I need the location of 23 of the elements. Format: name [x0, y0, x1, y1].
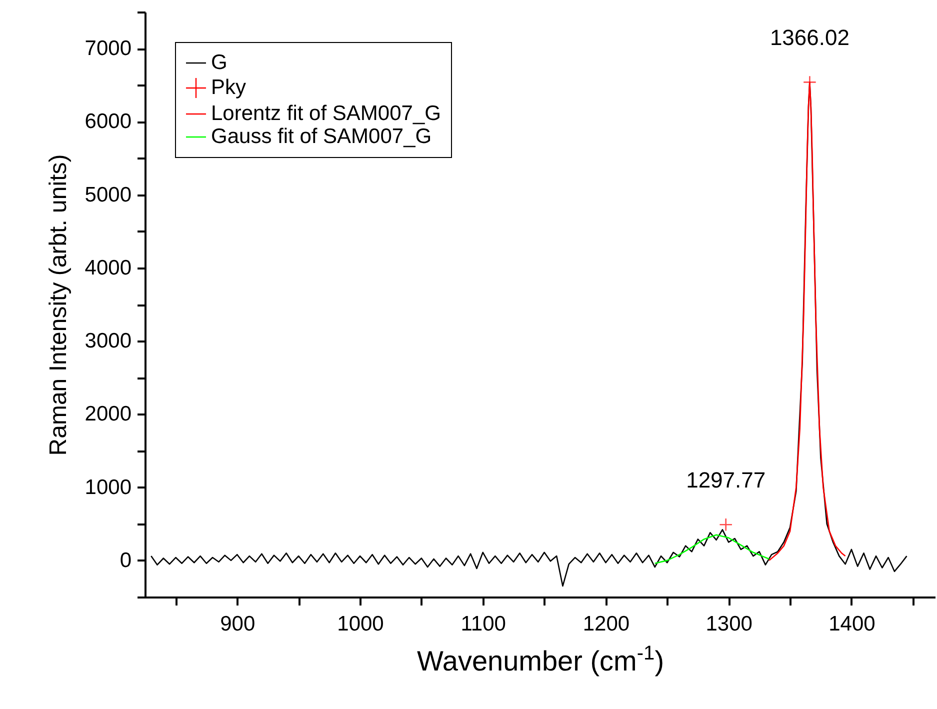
annotation: 1366.02	[770, 25, 850, 50]
y-tick-label: 0	[120, 548, 132, 572]
legend-label: Gauss fit of SAM007_G	[211, 125, 432, 148]
y-tick-label: 2000	[84, 402, 132, 426]
y-axis-title: Raman Intensity (arbt. units)	[44, 154, 72, 456]
legend-label: Pky	[211, 76, 247, 99]
y-tick-label: 6000	[84, 110, 132, 134]
legend-label: Lorentz fit of SAM007_G	[211, 102, 441, 125]
x-tick-label: 1400	[828, 612, 876, 636]
y-tick-label: 1000	[84, 476, 132, 499]
y-tick-label: 7000	[84, 37, 132, 60]
x-tick-label: 1000	[337, 612, 384, 636]
annotation: 1297.77	[686, 468, 766, 493]
x-tick-label: 1100	[460, 612, 506, 636]
line-series	[654, 534, 770, 564]
x-axis-title: Wavenumber (cm$^{-1}$)	[416, 642, 664, 676]
legend-label: G	[211, 51, 228, 74]
x-tick-label: 900	[220, 612, 256, 636]
y-tick-label: 4000	[84, 256, 132, 280]
y-tick-label: 5000	[84, 183, 132, 206]
y-tick-label: 3000	[84, 330, 132, 353]
x-tick-label: 1200	[582, 612, 630, 636]
x-tick-label: 1300	[706, 612, 752, 636]
